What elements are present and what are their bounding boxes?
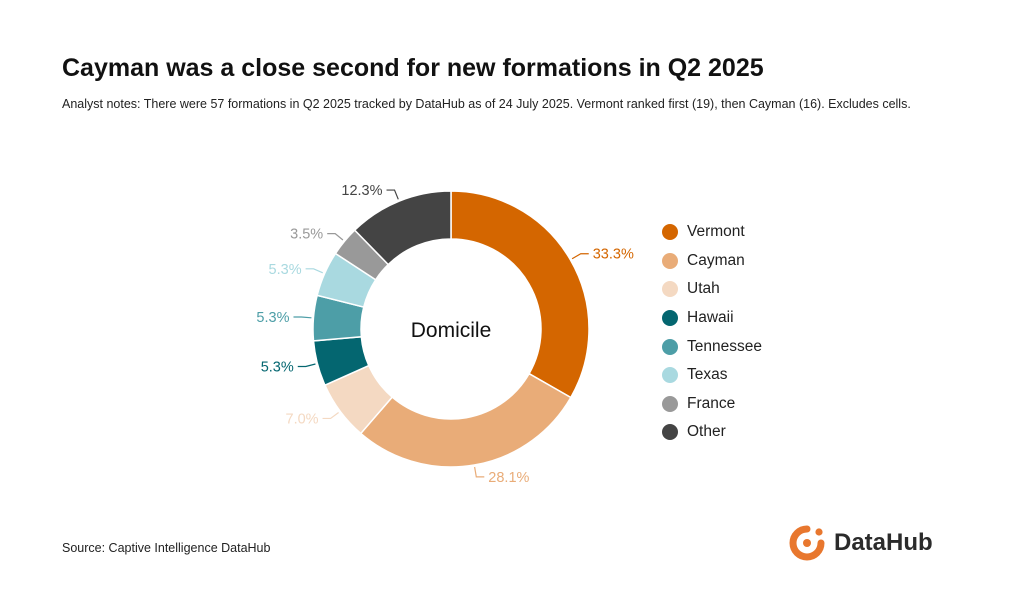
donut-center-label: Domicile [411, 319, 492, 342]
data-label-texas: 5.3% [269, 262, 302, 278]
legend-item-france: France [662, 390, 762, 419]
data-label-france: 3.5% [290, 227, 323, 243]
chart-legend: Vermont Cayman Utah Hawaii Tennessee Texas Fra… [662, 218, 762, 447]
leader-line-vermont [571, 253, 589, 260]
slice-cayman [359, 372, 572, 468]
legend-item-cayman: Cayman [662, 247, 762, 276]
legend-swatch [662, 281, 678, 298]
leader-line-other [386, 189, 399, 200]
legend-swatch [662, 424, 678, 441]
source-note: Source: Captive Intelligence DataHub [62, 541, 271, 555]
slice-vermont [450, 190, 590, 399]
legend-swatch [662, 395, 678, 412]
data-label-tennessee: 5.3% [256, 310, 289, 326]
data-label-hawaii: 5.3% [261, 359, 294, 375]
legend-label: Texas [687, 366, 728, 384]
chart-subtitle: Analyst notes: There were 57 formations … [62, 97, 911, 111]
leader-line-utah [322, 411, 339, 420]
legend-swatch [662, 367, 678, 384]
legend-label: France [687, 394, 736, 412]
leader-line-tennessee [293, 316, 312, 319]
leader-line-texas [305, 268, 323, 274]
data-label-vermont: 33.3% [593, 247, 634, 263]
legend-label: Other [687, 423, 726, 441]
legend-item-tennessee: Tennessee [662, 332, 762, 361]
leader-line-hawaii [297, 363, 316, 368]
data-label-utah: 7.0% [286, 411, 319, 427]
legend-item-vermont: Vermont [662, 218, 762, 247]
legend-label: Vermont [687, 223, 745, 241]
brand-name: DataHub [834, 529, 933, 556]
data-label-other: 12.3% [341, 183, 382, 199]
legend-label: Cayman [687, 251, 745, 269]
slice-other [353, 190, 452, 266]
legend-item-texas: Texas [662, 361, 762, 390]
legend-swatch [662, 252, 678, 269]
legend-item-hawaii: Hawaii [662, 304, 762, 333]
legend-swatch [662, 338, 678, 355]
datahub-logo-icon [789, 525, 825, 561]
data-label-cayman: 28.1% [488, 470, 529, 486]
brand-logo: DataHub [788, 524, 933, 562]
chart-title: Cayman was a close second for new format… [62, 54, 764, 82]
legend-swatch [662, 224, 678, 241]
legend-swatch [662, 310, 678, 327]
legend-item-other: Other [662, 418, 762, 447]
legend-label: Utah [687, 280, 720, 298]
leader-line-france [327, 233, 344, 241]
leader-line-cayman [474, 466, 485, 478]
legend-label: Tennessee [687, 337, 762, 355]
legend-label: Hawaii [687, 309, 734, 327]
legend-item-utah: Utah [662, 275, 762, 304]
